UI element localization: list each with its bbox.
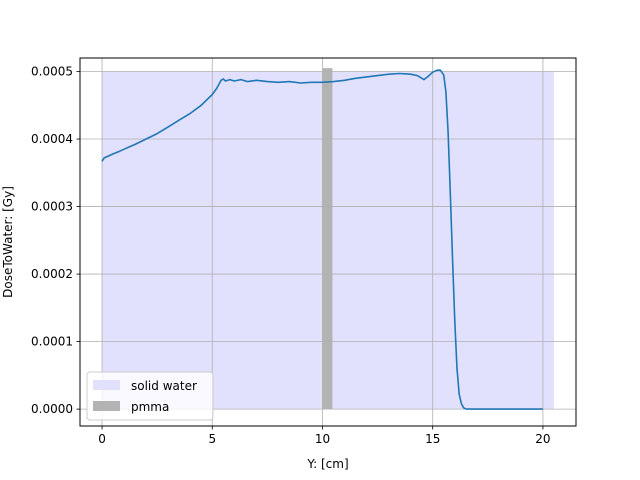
- series-line-dose: [101, 69, 543, 410]
- legend-swatch-solid-water: [93, 380, 120, 390]
- series-layer: [101, 69, 543, 410]
- y-tick-label: 0.0001: [31, 335, 73, 349]
- y-tick-label: 0.0002: [31, 267, 73, 281]
- x-tick-label: 10: [315, 432, 330, 446]
- x-tick-label: 5: [208, 432, 216, 446]
- legend-swatch-pmma: [93, 401, 120, 411]
- y-tick-label: 0.0003: [31, 200, 73, 214]
- x-axis-label: Y: [cm]: [306, 457, 348, 471]
- y-tick-label: 0.0004: [31, 132, 73, 146]
- x-axis: 0 5 10 15 20: [98, 426, 551, 446]
- plot-frame: [79, 57, 577, 427]
- x-tick-label: 15: [425, 432, 440, 446]
- y-tick-label: 0.0000: [31, 402, 73, 416]
- y-axis-label: DoseToWater: [Gy]: [1, 186, 15, 298]
- y-axis: 0.0000 0.0001 0.0002 0.0003 0.0004 0.0005: [31, 65, 80, 416]
- region-pmma: [322, 68, 333, 410]
- legend-label-solid-water: solid water: [131, 379, 197, 393]
- x-tick-label: 20: [535, 432, 550, 446]
- legend-label-pmma: pmma: [131, 400, 169, 414]
- y-tick-label: 0.0005: [31, 65, 73, 79]
- legend: solid water pmma: [86, 371, 214, 421]
- region-layer: [102, 68, 554, 410]
- x-tick-label: 0: [98, 432, 106, 446]
